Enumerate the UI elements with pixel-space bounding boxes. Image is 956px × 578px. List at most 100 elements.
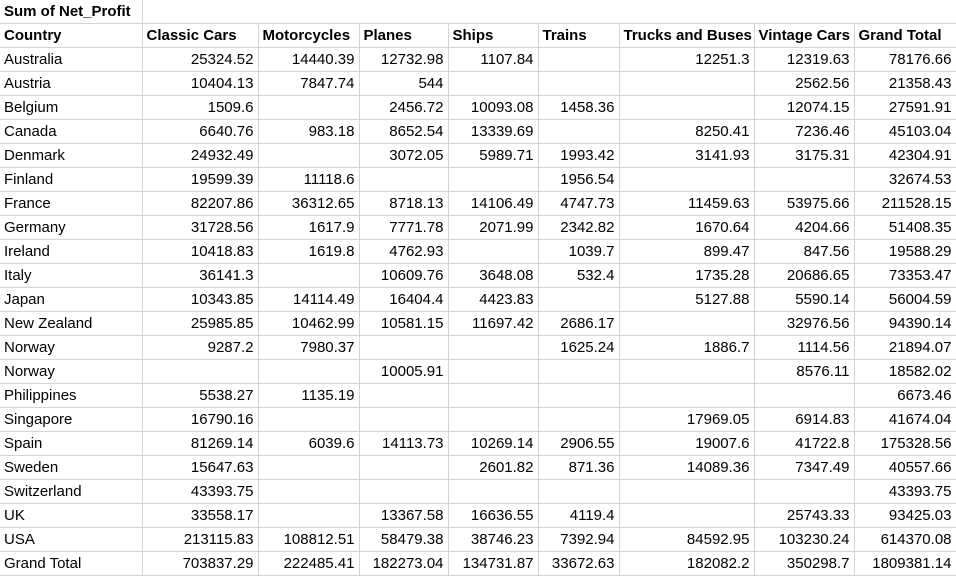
row-label-cell[interactable]: Singapore <box>0 407 143 432</box>
value-cell[interactable]: 544 <box>359 71 449 96</box>
value-cell[interactable]: 43393.75 <box>854 479 956 504</box>
value-cell[interactable] <box>448 335 539 360</box>
value-cell[interactable]: 1735.28 <box>619 263 755 288</box>
value-cell[interactable]: 41722.8 <box>754 431 855 456</box>
value-cell[interactable] <box>142 359 259 384</box>
row-label-cell[interactable]: Norway <box>0 335 143 360</box>
value-cell[interactable] <box>258 503 360 528</box>
value-cell[interactable]: 983.18 <box>258 119 360 144</box>
value-cell[interactable] <box>754 167 855 192</box>
row-label-cell[interactable]: Japan <box>0 287 143 312</box>
value-cell[interactable]: 2342.82 <box>538 215 620 240</box>
value-cell[interactable]: 82207.86 <box>142 191 259 216</box>
value-cell[interactable] <box>619 71 755 96</box>
value-cell[interactable] <box>448 479 539 504</box>
row-label-cell[interactable]: Spain <box>0 431 143 456</box>
value-cell[interactable]: 350298.7 <box>754 551 855 576</box>
value-cell[interactable] <box>538 119 620 144</box>
value-cell[interactable]: 1993.42 <box>538 143 620 168</box>
value-cell[interactable]: 4119.4 <box>538 503 620 528</box>
value-cell[interactable]: 1809381.14 <box>854 551 956 576</box>
value-cell[interactable]: 7392.94 <box>538 527 620 552</box>
row-label-cell[interactable]: USA <box>0 527 143 552</box>
value-cell[interactable]: 51408.35 <box>854 215 956 240</box>
value-cell[interactable]: 5590.14 <box>754 287 855 312</box>
value-cell[interactable] <box>359 407 449 432</box>
value-cell[interactable]: 15647.63 <box>142 455 259 480</box>
value-cell[interactable] <box>754 479 855 504</box>
column-header-cell[interactable]: Vintage Cars <box>754 23 855 48</box>
row-label-cell[interactable]: Belgium <box>0 95 143 120</box>
value-cell[interactable] <box>619 479 755 504</box>
value-cell[interactable]: 134731.87 <box>448 551 539 576</box>
value-cell[interactable]: 1956.54 <box>538 167 620 192</box>
value-cell[interactable] <box>538 383 620 408</box>
value-cell[interactable]: 182273.04 <box>359 551 449 576</box>
value-cell[interactable] <box>538 287 620 312</box>
value-cell[interactable]: 12074.15 <box>754 95 855 120</box>
empty-cell[interactable] <box>258 0 359 24</box>
row-label-cell[interactable]: Austria <box>0 71 143 96</box>
value-cell[interactable]: 31728.56 <box>142 215 259 240</box>
value-cell[interactable]: 84592.95 <box>619 527 755 552</box>
value-cell[interactable]: 871.36 <box>538 455 620 480</box>
value-cell[interactable]: 108812.51 <box>258 527 360 552</box>
value-cell[interactable] <box>258 143 360 168</box>
value-cell[interactable]: 11118.6 <box>258 167 360 192</box>
value-cell[interactable]: 56004.59 <box>854 287 956 312</box>
value-cell[interactable]: 1625.24 <box>538 335 620 360</box>
row-label-cell[interactable]: Grand Total <box>0 551 143 576</box>
value-cell[interactable] <box>258 95 360 120</box>
value-cell[interactable]: 899.47 <box>619 239 755 264</box>
value-cell[interactable]: 5127.88 <box>619 287 755 312</box>
empty-cell[interactable] <box>538 0 619 24</box>
value-cell[interactable]: 8250.41 <box>619 119 755 144</box>
column-header-cell[interactable]: Trucks and Buses <box>619 23 755 48</box>
value-cell[interactable] <box>619 359 755 384</box>
row-label-cell[interactable]: Ireland <box>0 239 143 264</box>
value-cell[interactable] <box>538 47 620 72</box>
value-cell[interactable]: 8718.13 <box>359 191 449 216</box>
column-header-cell[interactable]: Classic Cars <box>142 23 259 48</box>
value-cell[interactable]: 93425.03 <box>854 503 956 528</box>
row-label-cell[interactable]: Australia <box>0 47 143 72</box>
value-cell[interactable]: 36312.65 <box>258 191 360 216</box>
value-cell[interactable]: 7980.37 <box>258 335 360 360</box>
value-cell[interactable]: 2906.55 <box>538 431 620 456</box>
value-cell[interactable]: 25324.52 <box>142 47 259 72</box>
value-cell[interactable]: 53975.66 <box>754 191 855 216</box>
value-cell[interactable]: 58479.38 <box>359 527 449 552</box>
value-cell[interactable]: 1617.9 <box>258 215 360 240</box>
value-cell[interactable]: 32976.56 <box>754 311 855 336</box>
value-cell[interactable]: 10462.99 <box>258 311 360 336</box>
value-cell[interactable] <box>359 335 449 360</box>
column-header-cell[interactable]: Grand Total <box>854 23 956 48</box>
value-cell[interactable]: 3648.08 <box>448 263 539 288</box>
value-cell[interactable] <box>619 383 755 408</box>
value-cell[interactable]: 13367.58 <box>359 503 449 528</box>
value-cell[interactable]: 19588.29 <box>854 239 956 264</box>
value-cell[interactable]: 18582.02 <box>854 359 956 384</box>
value-cell[interactable]: 13339.69 <box>448 119 539 144</box>
empty-cell[interactable] <box>754 0 854 24</box>
value-cell[interactable]: 211528.15 <box>854 191 956 216</box>
value-cell[interactable] <box>359 455 449 480</box>
column-header-cell[interactable]: Ships <box>448 23 539 48</box>
value-cell[interactable]: 14089.36 <box>619 455 755 480</box>
value-cell[interactable]: 2686.17 <box>538 311 620 336</box>
row-label-cell[interactable]: Denmark <box>0 143 143 168</box>
row-label-cell[interactable]: Italy <box>0 263 143 288</box>
value-cell[interactable]: 5538.27 <box>142 383 259 408</box>
value-cell[interactable]: 7236.46 <box>754 119 855 144</box>
value-cell[interactable]: 10418.83 <box>142 239 259 264</box>
row-label-cell[interactable]: Norway <box>0 359 143 384</box>
value-cell[interactable] <box>448 71 539 96</box>
row-label-cell[interactable]: France <box>0 191 143 216</box>
column-header-cell[interactable]: Trains <box>538 23 620 48</box>
value-cell[interactable]: 3072.05 <box>359 143 449 168</box>
value-cell[interactable]: 24932.49 <box>142 143 259 168</box>
row-label-cell[interactable]: Sweden <box>0 455 143 480</box>
value-cell[interactable] <box>619 311 755 336</box>
value-cell[interactable]: 9287.2 <box>142 335 259 360</box>
value-cell[interactable]: 10581.15 <box>359 311 449 336</box>
